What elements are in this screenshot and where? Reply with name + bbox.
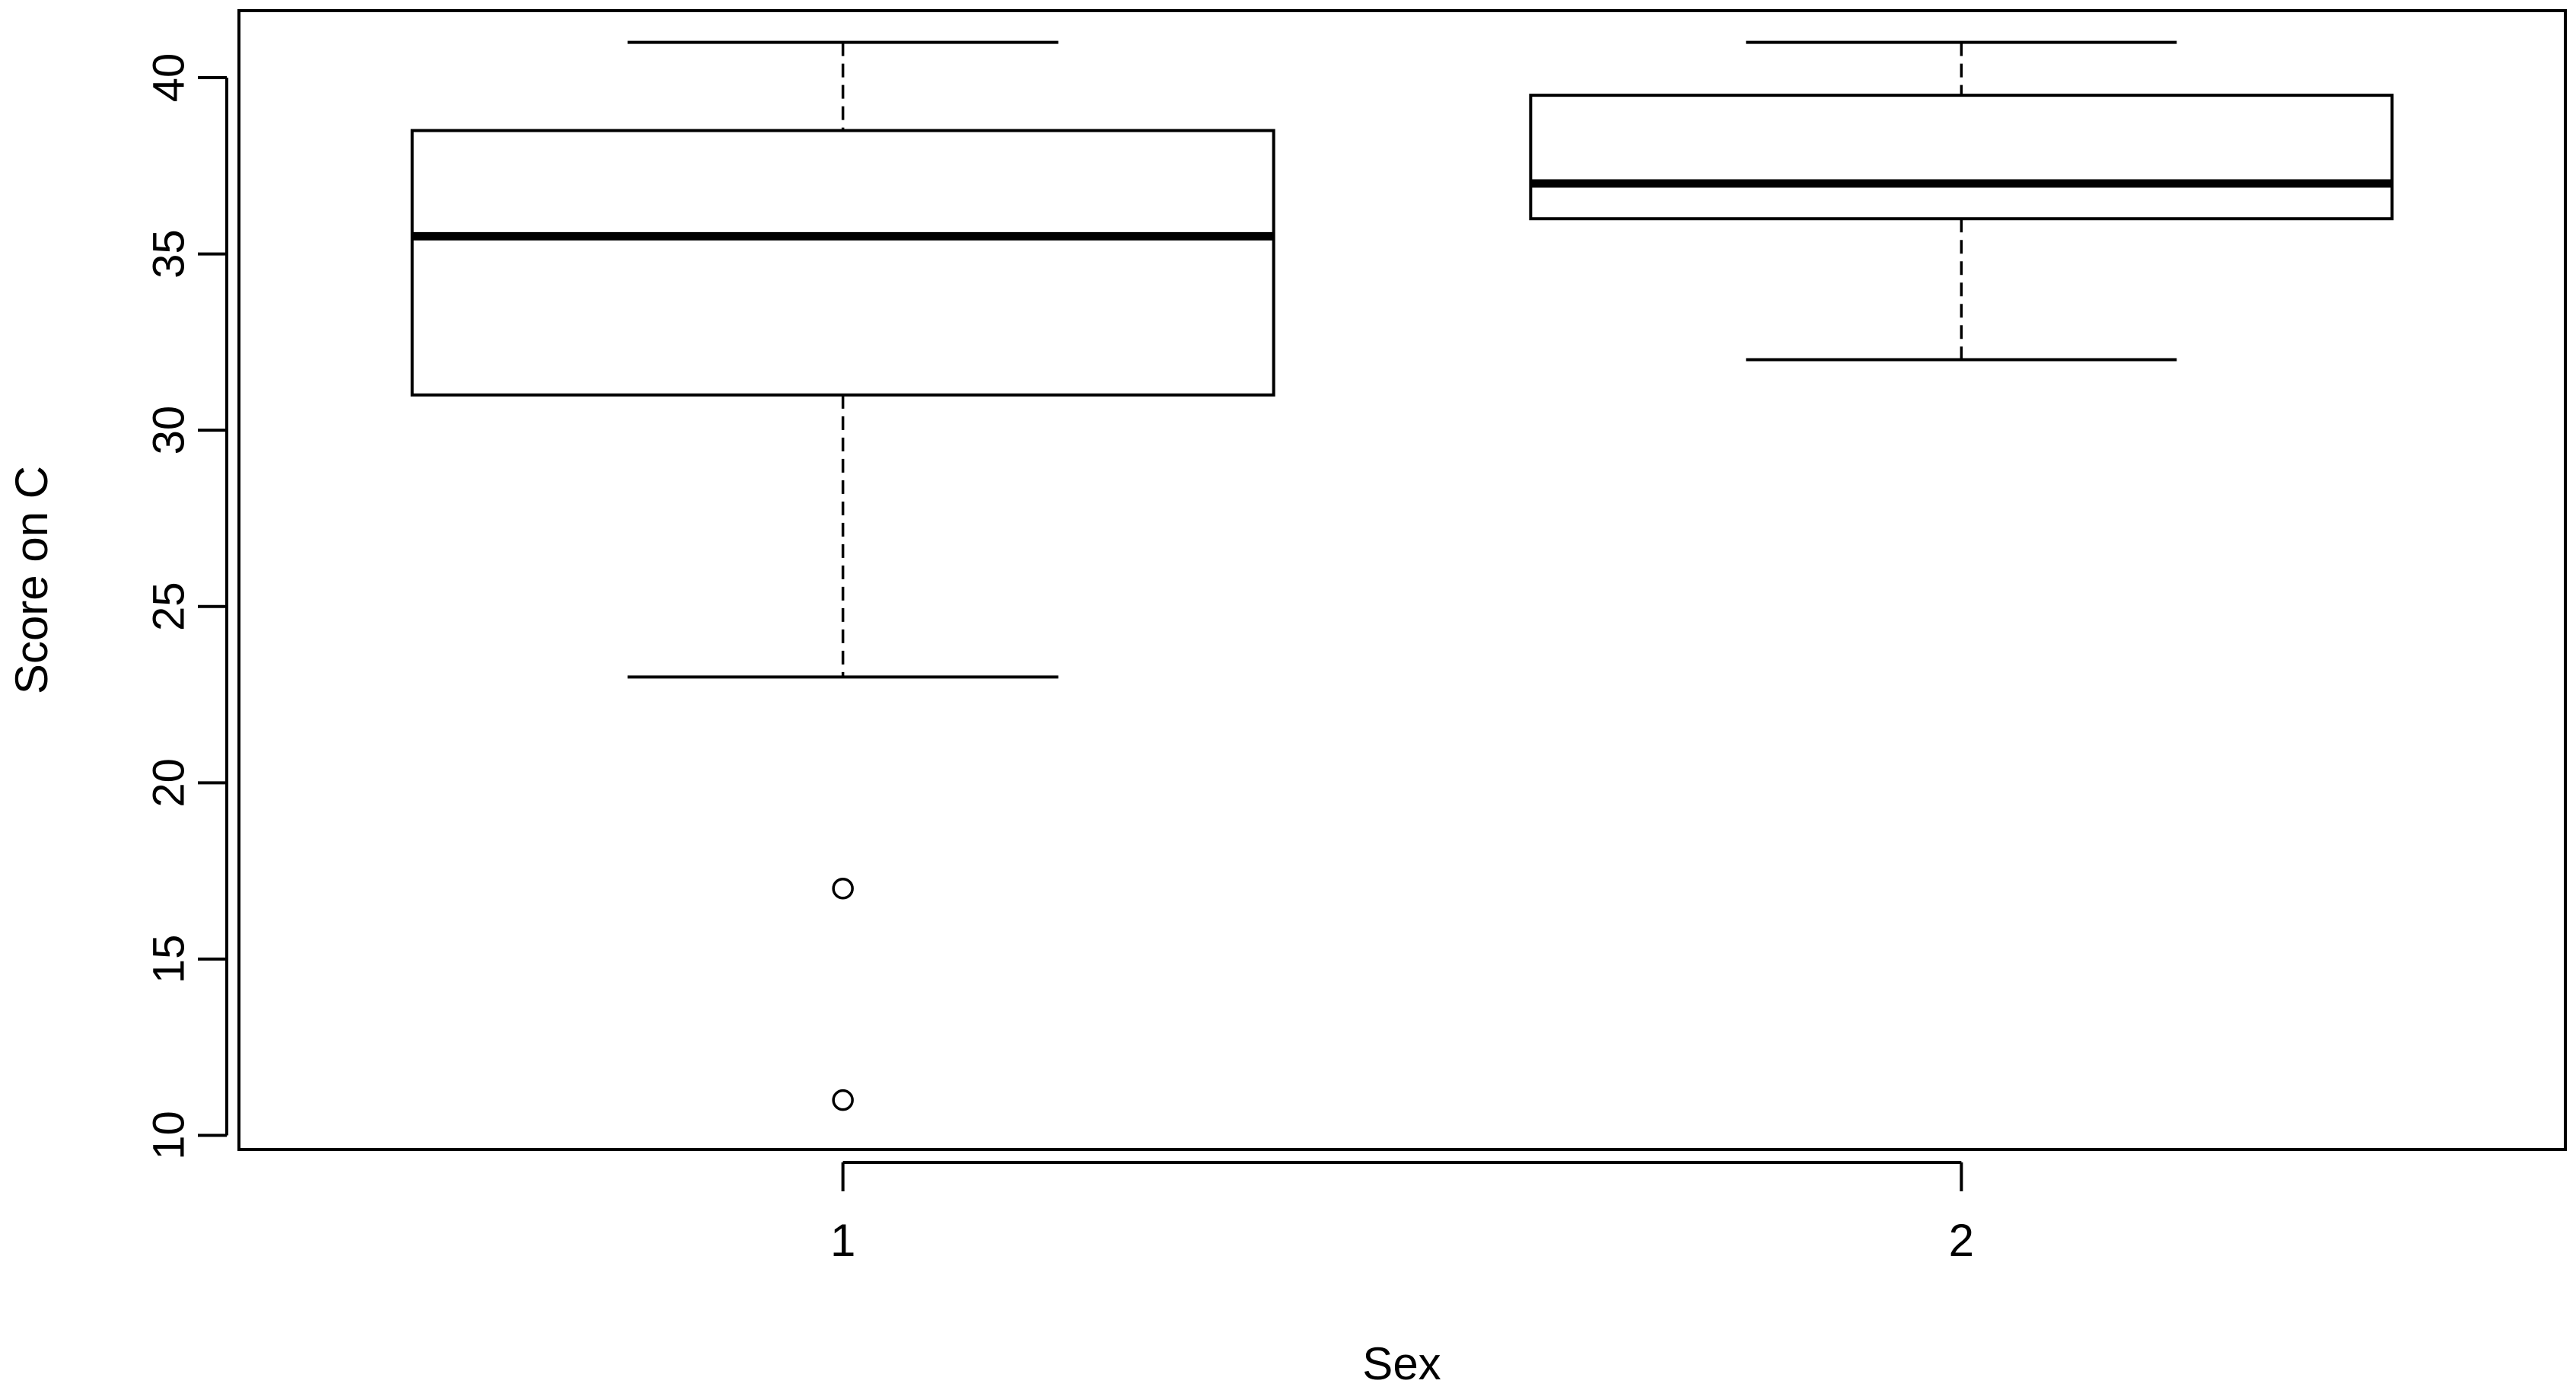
outlier-point — [832, 1089, 854, 1111]
y-axis-label: Score on C — [6, 466, 57, 694]
y-axis: 10 15 20 25 30 35 40 — [145, 53, 228, 1160]
y-tick-label: 20 — [145, 758, 194, 808]
outlier-point — [832, 878, 854, 900]
y-tick-label: 15 — [145, 935, 194, 984]
x-tick-label: 2 — [1949, 1215, 1974, 1266]
y-tick-label: 25 — [145, 582, 194, 631]
box-group-1 — [410, 40, 1275, 1111]
boxes-layer — [410, 40, 2394, 1111]
y-tick-label: 30 — [145, 406, 194, 455]
y-tick-label: 40 — [145, 53, 194, 103]
iqr-box — [410, 129, 1275, 397]
x-tick-label: 1 — [830, 1215, 855, 1266]
iqr-box — [1529, 94, 2394, 221]
x-axis-label: Sex — [1362, 1338, 1441, 1389]
y-tick-label: 10 — [145, 1111, 194, 1160]
y-tick-label: 35 — [145, 229, 194, 279]
plot-frame — [237, 9, 2567, 1151]
box-group-2 — [1529, 40, 2394, 362]
